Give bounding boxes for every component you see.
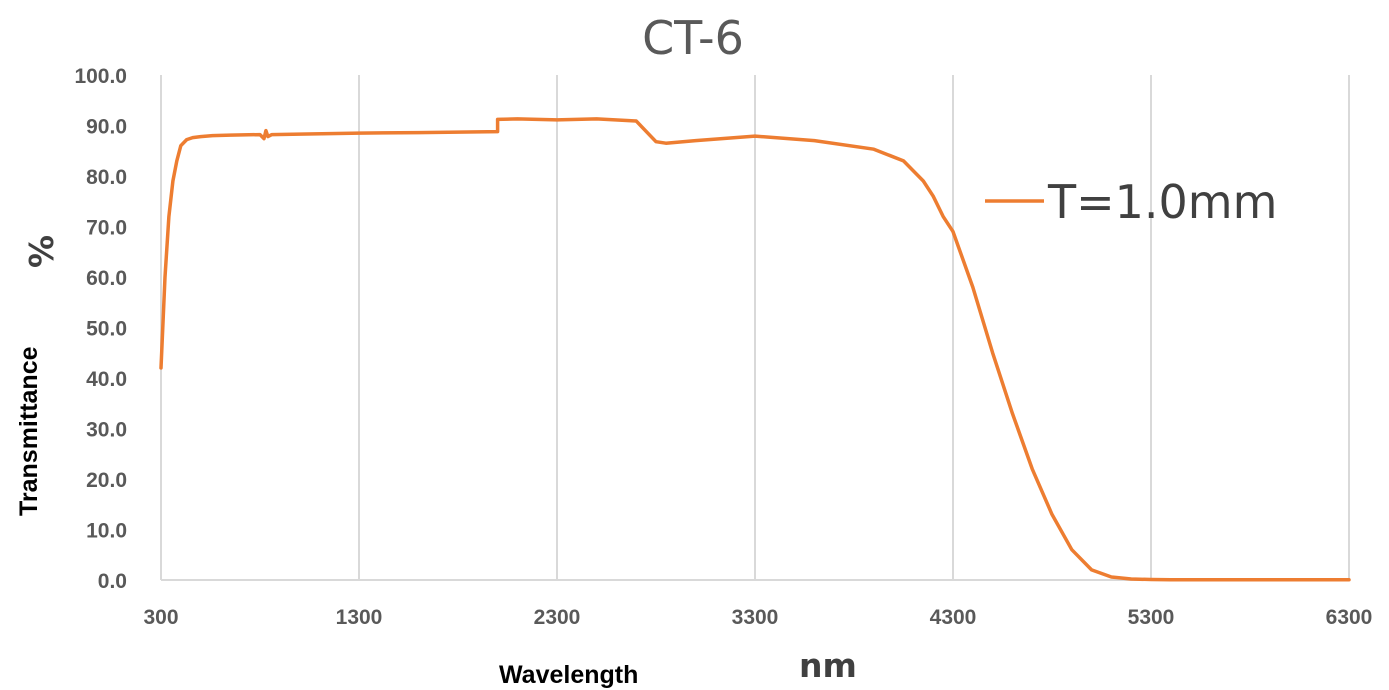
x-axis-unit: nm [799, 646, 857, 685]
x-tick-label: 300 [143, 606, 178, 629]
x-tick-label: 6300 [1326, 606, 1373, 629]
y-tick-label: 80.0 [86, 166, 127, 189]
legend-label: T=1.0mm [1047, 175, 1277, 229]
y-tick-label: 30.0 [86, 419, 127, 442]
y-tick-label: 60.0 [86, 267, 127, 290]
grid [160, 75, 1350, 581]
y-tick-label: 40.0 [86, 368, 127, 391]
x-tick-label: 5300 [1128, 606, 1175, 629]
y-axis-unit: % [22, 235, 61, 268]
y-tick-label: 90.0 [86, 116, 127, 139]
legend: T=1.0mm [985, 175, 1277, 229]
y-tick-label: 100.0 [74, 65, 127, 88]
y-tick-label: 10.0 [86, 520, 127, 543]
x-axis-ticks: 300 1300 2300 3300 4300 5300 6300 [143, 606, 1372, 629]
y-tick-label: 70.0 [86, 217, 127, 240]
x-tick-label: 2300 [534, 606, 581, 629]
y-axis-ticks: 0.0 10.0 20.0 30.0 40.0 50.0 60.0 70.0 80.0 90.0 1… [74, 65, 127, 593]
x-tick-label: 4300 [930, 606, 977, 629]
x-tick-label: 1300 [336, 606, 383, 629]
x-axis-title: Wavelength [499, 661, 638, 689]
y-axis-title: Transmittance [15, 346, 43, 516]
plot-area [159, 117, 1351, 582]
x-tick-label: 3300 [732, 606, 779, 629]
y-tick-label: 20.0 [86, 469, 127, 492]
series-line-0 [159, 117, 1351, 582]
y-tick-label: 0.0 [98, 570, 127, 593]
y-tick-label: 50.0 [86, 318, 127, 341]
chart-title: CT-6 [642, 11, 744, 65]
